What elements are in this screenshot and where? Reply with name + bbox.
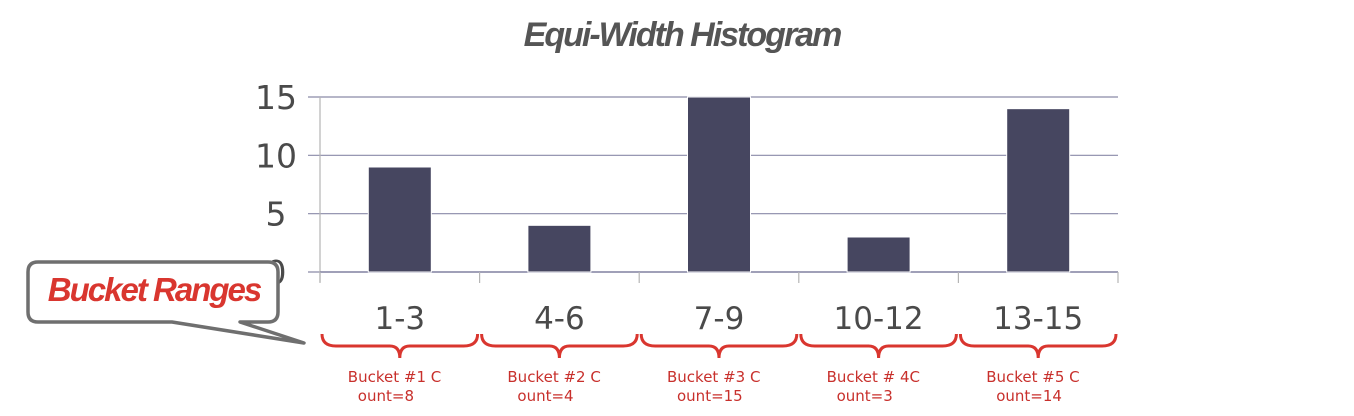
callout-label: Bucket Ranges	[48, 271, 262, 308]
bucket-label-line1: Bucket # 4C	[827, 368, 920, 386]
x-category-label: 1-3	[374, 301, 425, 337]
bar	[846, 236, 911, 273]
y-tick-label: 10	[255, 136, 297, 175]
bucket-brace	[639, 333, 799, 359]
bucket-ranges-callout: Bucket Ranges	[26, 260, 306, 345]
y-tick-label: 5	[266, 195, 287, 234]
x-category-label: 10-12	[834, 301, 924, 337]
callout-bubble	[26, 260, 306, 345]
y-tick-label: 15	[255, 78, 297, 117]
bucket-label-line2: ount=8	[358, 387, 414, 405]
x-category-label: 4-6	[534, 301, 585, 337]
bucket-label-line2: ount=15	[677, 387, 743, 405]
bucket-label-line2: ount=14	[996, 387, 1062, 405]
x-category-label: 7-9	[694, 301, 745, 337]
bucket-label-line1: Bucket #5 C	[986, 368, 1079, 386]
bucket-label-line2: ount=3	[837, 387, 893, 405]
chart-title: Equi-Width Histogram	[524, 16, 841, 54]
bucket-brace	[958, 333, 1118, 359]
bucket-label-line1: Bucket #3 C	[667, 368, 760, 386]
bucket-brace	[320, 333, 480, 359]
bucket-brace	[799, 333, 958, 359]
bar	[687, 96, 751, 273]
bucket-label-line1: Bucket #1 C	[348, 368, 441, 386]
bucket-brace	[480, 333, 639, 359]
bucket-label-line1: Bucket #2 C	[507, 368, 600, 386]
y-tick-labels: 051015	[255, 78, 297, 292]
bucket-braces	[320, 333, 1118, 359]
bar	[527, 224, 592, 273]
x-category-label: 13-15	[993, 301, 1083, 337]
bar	[1006, 108, 1071, 273]
bar	[367, 166, 432, 273]
bucket-label-line2: ount=4	[517, 387, 573, 405]
bars	[367, 96, 1071, 273]
x-category-labels: 1-3 4-6 7-9 10-12 13-15	[374, 301, 1083, 337]
